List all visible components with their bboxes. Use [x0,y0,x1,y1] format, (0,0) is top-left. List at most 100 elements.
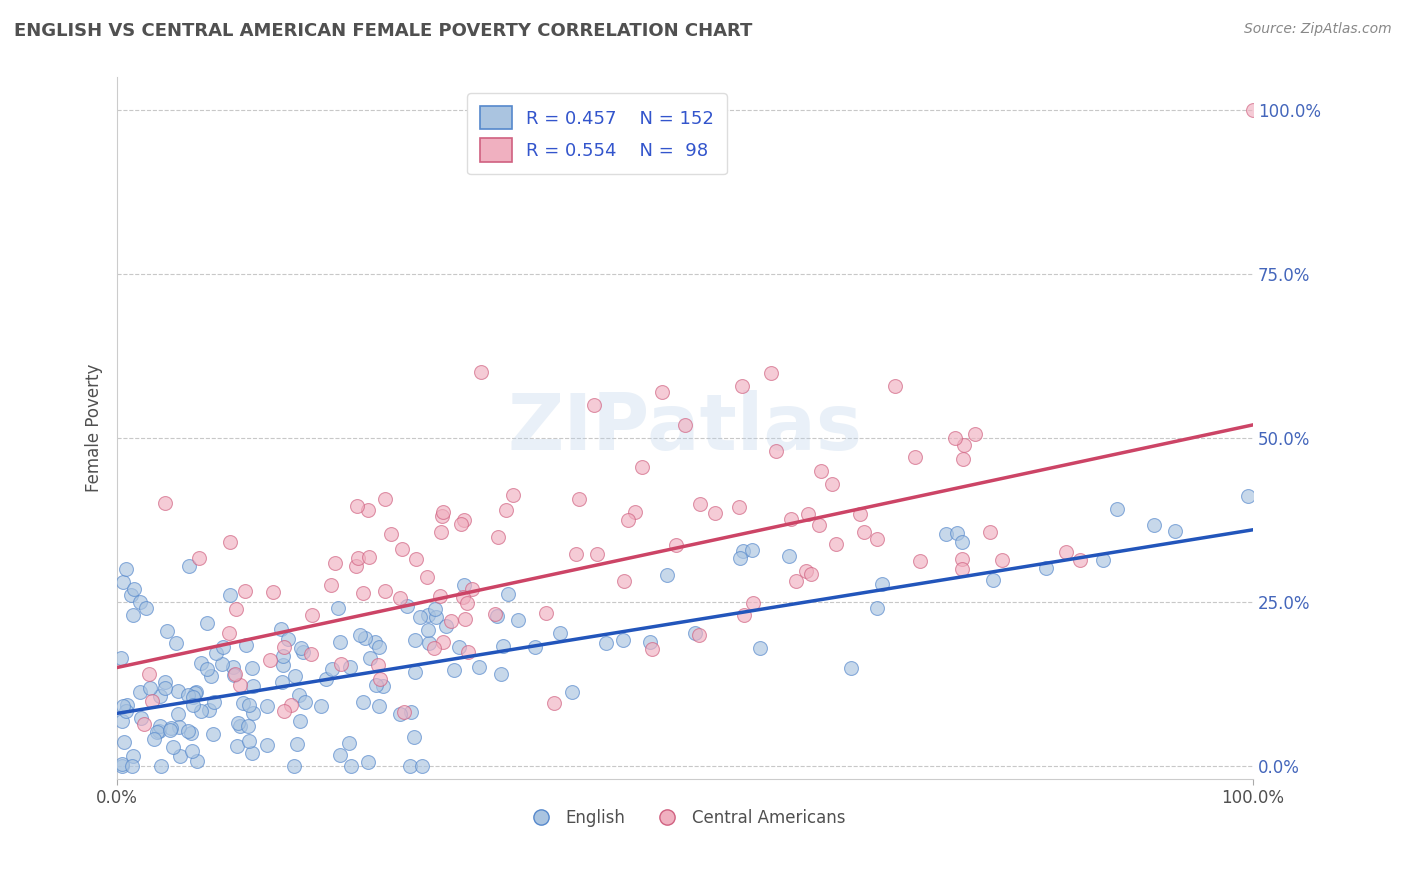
Point [689,497,711,511]
Point [242,706,264,720]
Point [991,553,1014,567]
Point [565,547,588,561]
Point [373,679,395,693]
Point [1236,489,1258,503]
Point [630,459,652,474]
Point [177,724,200,739]
Point [866,532,889,546]
Point [167,706,190,721]
Text: ENGLISH VS CENTRAL AMERICAN FEMALE POVERTY CORRELATION CHART: ENGLISH VS CENTRAL AMERICAN FEMALE POVER… [14,22,752,40]
Point [405,551,427,566]
Point [432,635,454,649]
Point [224,667,246,681]
Point [765,444,787,458]
Point [159,723,181,737]
Point [950,552,973,566]
Point [294,695,316,709]
Point [374,583,396,598]
Point [434,619,457,633]
Point [149,719,172,733]
Point [486,530,509,544]
Point [866,601,889,615]
Point [456,596,478,610]
Point [347,551,370,566]
Point [495,503,517,517]
Point [285,737,308,751]
Point [416,569,439,583]
Point [145,724,167,739]
Point [232,696,254,710]
Point [271,674,294,689]
Point [169,749,191,764]
Point [112,735,135,749]
Point [423,640,446,655]
Point [1092,553,1115,567]
Point [277,632,299,647]
Point [731,378,754,392]
Point [432,505,454,519]
Point [430,509,453,524]
Point [839,661,862,675]
Point [910,554,932,568]
Point [256,698,278,713]
Point [226,739,249,753]
Point [160,721,183,735]
Point [502,488,524,502]
Point [165,636,187,650]
Point [270,622,292,636]
Point [508,613,530,627]
Point [273,640,295,655]
Point [359,650,381,665]
Point [129,685,152,699]
Point [797,507,820,521]
Point [149,689,172,703]
Point [354,631,377,645]
Point [236,719,259,733]
Point [229,678,252,692]
Point [222,668,245,682]
Point [416,623,439,637]
Point [186,685,208,699]
Text: Source: ZipAtlas.com: Source: ZipAtlas.com [1244,22,1392,37]
Point [262,585,284,599]
Point [321,663,343,677]
Point [225,602,247,616]
Point [943,431,966,445]
Point [1069,553,1091,567]
Point [309,699,332,714]
Point [280,698,302,713]
Point [121,759,143,773]
Point [457,645,479,659]
Point [190,704,212,718]
Point [240,660,263,674]
Point [810,464,832,478]
Point [180,725,202,739]
Point [733,544,755,558]
Point [181,698,204,712]
Point [778,549,800,563]
Point [242,679,264,693]
Point [366,678,388,692]
Point [454,612,477,626]
Point [450,516,472,531]
Point [111,714,134,728]
Point [368,640,391,654]
Point [110,650,132,665]
Point [299,648,322,662]
Point [166,684,188,698]
Point [780,512,803,526]
Point [138,681,160,696]
Point [198,703,221,717]
Point [484,607,506,621]
Point [344,558,367,573]
Point [222,660,245,674]
Point [727,500,749,514]
Point [301,607,323,622]
Point [226,715,249,730]
Point [339,660,361,674]
Point [212,640,235,655]
Point [612,574,634,589]
Point [665,538,688,552]
Point [179,558,201,573]
Point [153,675,176,690]
